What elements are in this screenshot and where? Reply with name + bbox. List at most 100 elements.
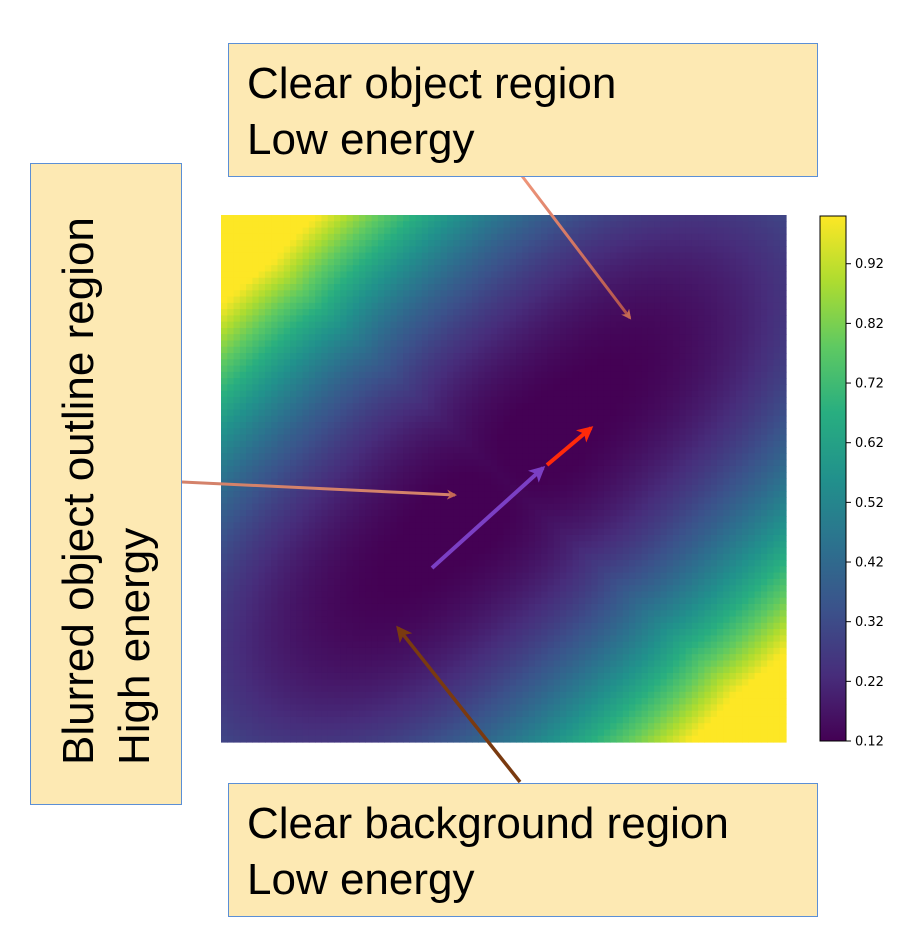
- heatmap-cell: [654, 327, 662, 335]
- heatmap-cell: [302, 365, 310, 373]
- heatmap-cell: [346, 415, 354, 423]
- heatmap-cell: [321, 541, 329, 549]
- heatmap-cell: [302, 415, 310, 423]
- heatmap-cell: [409, 478, 417, 486]
- heatmap-cell: [691, 277, 699, 285]
- heatmap-cell: [409, 265, 417, 273]
- heatmap-cell: [453, 302, 461, 310]
- heatmap-cell: [723, 340, 731, 348]
- heatmap-cell: [742, 227, 749, 235]
- heatmap-cell: [365, 440, 373, 448]
- heatmap-cell: [239, 547, 247, 555]
- heatmap-cell: [685, 422, 693, 429]
- heatmap-cell: [459, 403, 467, 411]
- heatmap-cell: [246, 484, 253, 492]
- heatmap-cell: [654, 240, 662, 247]
- heatmap-cell: [754, 371, 762, 379]
- heatmap-cell: [484, 415, 492, 423]
- heatmap-cell: [666, 484, 674, 492]
- heatmap-cell: [654, 302, 662, 310]
- heatmap-cell: [459, 478, 467, 486]
- heatmap-cell: [359, 541, 366, 549]
- heatmap-cell: [566, 296, 574, 304]
- heatmap-cell: [735, 334, 743, 342]
- heatmap-cell: [541, 284, 549, 291]
- heatmap-cell: [647, 359, 655, 367]
- heatmap-cell: [308, 541, 316, 549]
- heatmap-cell: [597, 415, 605, 423]
- heatmap-cell: [654, 221, 662, 229]
- heatmap-cell: [403, 534, 410, 542]
- heatmap-cell: [484, 560, 492, 567]
- heatmap-cell: [296, 440, 304, 448]
- heatmap-cell: [346, 215, 354, 222]
- heatmap-cell: [340, 447, 348, 454]
- heatmap-cell: [654, 528, 662, 536]
- heatmap-cell: [534, 371, 542, 379]
- heatmap-cell: [547, 472, 555, 480]
- heatmap-cell: [516, 497, 523, 505]
- heatmap-cell: [264, 409, 272, 417]
- heatmap-cell: [603, 491, 611, 498]
- heatmap-cell: [735, 491, 743, 498]
- heatmap-cell: [447, 359, 454, 367]
- heatmap-cell: [221, 284, 228, 291]
- heatmap-cell: [334, 265, 341, 273]
- heatmap-cell: [233, 302, 241, 310]
- heatmap-cell: [239, 503, 247, 511]
- heatmap-cell: [698, 491, 705, 498]
- heatmap-cell: [760, 484, 768, 492]
- heatmap-cell: [748, 365, 756, 373]
- heatmap-cell: [377, 534, 385, 542]
- heatmap-cell: [528, 497, 536, 505]
- heatmap-cell: [610, 390, 618, 398]
- heatmap-cell: [327, 334, 335, 342]
- heatmap-cell: [541, 384, 549, 392]
- heatmap-cell: [742, 528, 749, 536]
- heatmap-cell: [384, 290, 392, 298]
- heatmap-cell: [478, 340, 486, 348]
- heatmap-cell: [277, 541, 285, 549]
- heatmap-cell: [371, 321, 379, 329]
- heatmap-cell: [415, 541, 423, 549]
- heatmap-cell: [233, 509, 241, 517]
- heatmap-cell: [290, 296, 297, 304]
- heatmap-cell: [528, 265, 536, 273]
- heatmap-cell: [365, 428, 373, 436]
- heatmap-cell: [522, 215, 530, 222]
- heatmap-cell: [396, 553, 404, 561]
- heatmap-cell: [647, 384, 655, 392]
- heatmap-cell: [735, 516, 743, 524]
- heatmap-cell: [453, 378, 461, 385]
- heatmap-cell: [227, 453, 235, 461]
- heatmap-cell: [509, 484, 517, 492]
- heatmap-cell: [742, 378, 749, 385]
- heatmap-cell: [271, 503, 279, 511]
- heatmap-cell: [767, 277, 775, 285]
- heatmap-cell: [302, 465, 310, 473]
- heatmap-cell: [252, 434, 260, 442]
- heatmap-cell: [503, 365, 511, 373]
- heatmap-cell: [465, 465, 473, 473]
- heatmap-cell: [453, 334, 461, 342]
- heatmap-cell: [334, 403, 341, 411]
- heatmap-cell: [528, 428, 536, 436]
- heatmap-cell: [597, 321, 605, 329]
- heatmap-cell: [673, 534, 680, 542]
- heatmap-cell: [729, 215, 737, 222]
- heatmap-cell: [440, 390, 448, 398]
- heatmap-cell: [560, 491, 567, 498]
- heatmap-cell: [597, 365, 605, 373]
- heatmap-cell: [585, 302, 592, 310]
- heatmap-cell: [673, 277, 680, 285]
- heatmap-cell: [290, 346, 297, 354]
- heatmap-cell: [490, 560, 498, 567]
- heatmap-cell: [704, 327, 712, 335]
- heatmap-cell: [710, 534, 718, 542]
- heatmap-cell: [534, 252, 542, 260]
- heatmap-cell: [616, 258, 624, 266]
- heatmap-cell: [478, 271, 486, 279]
- heatmap-cell: [716, 246, 724, 254]
- heatmap-cell: [698, 484, 705, 492]
- heatmap-cell: [346, 553, 354, 561]
